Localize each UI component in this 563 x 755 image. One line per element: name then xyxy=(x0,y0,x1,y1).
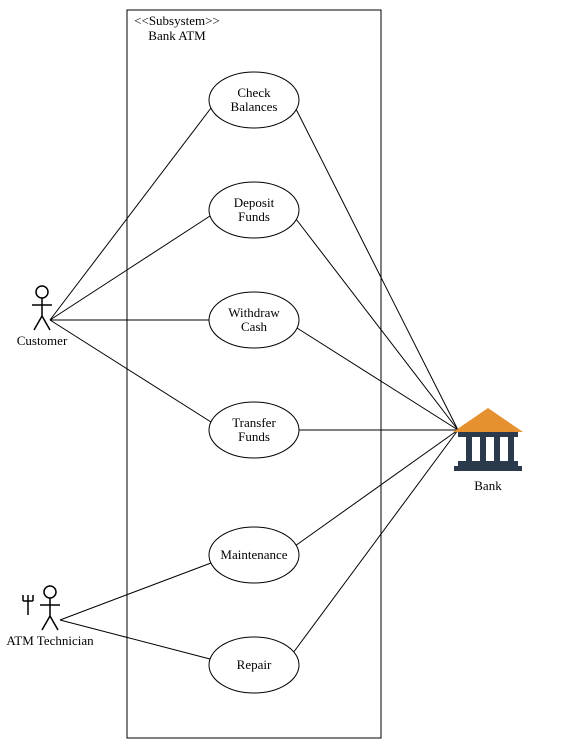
association-edge xyxy=(297,328,458,430)
bank-column-icon xyxy=(494,437,500,461)
bank-column-icon xyxy=(508,437,514,461)
use-case-label: Check xyxy=(237,85,271,100)
use-case-label: Withdraw xyxy=(228,305,280,320)
actor-head-icon xyxy=(36,286,48,298)
bank-label: Bank xyxy=(474,478,502,493)
use-case-label: Cash xyxy=(241,319,268,334)
use-case-label: Repair xyxy=(237,657,272,672)
association-edge xyxy=(50,320,211,422)
actor-label: ATM Technician xyxy=(6,633,94,648)
association-edge xyxy=(50,216,210,320)
use-case-label: Maintenance xyxy=(220,547,287,562)
use-case-diagram: <<Subsystem>>Bank ATM CheckBalances Deposi… xyxy=(0,0,563,755)
association-edge xyxy=(296,109,458,430)
actor-head-icon xyxy=(44,586,56,598)
bank-column-icon xyxy=(480,437,486,461)
association-edge xyxy=(60,563,211,620)
use-case-label: Funds xyxy=(238,209,270,224)
actor-label: Customer xyxy=(17,333,68,348)
use-case-label: Funds xyxy=(238,429,270,444)
bank-column-icon xyxy=(466,437,472,461)
association-edge xyxy=(293,430,458,653)
bank-base-icon xyxy=(454,466,522,471)
association-edge xyxy=(296,219,458,430)
association-edge xyxy=(50,108,211,320)
actor-leg-icon xyxy=(34,316,42,330)
actor-leg-icon xyxy=(42,616,50,630)
subsystem-name: Bank ATM xyxy=(148,28,206,43)
subsystem-stereotype: <<Subsystem>> xyxy=(134,13,220,28)
actor-leg-icon xyxy=(42,316,50,330)
use-case-label: Deposit xyxy=(234,195,275,210)
association-edge xyxy=(295,430,458,546)
actor-leg-icon xyxy=(50,616,58,630)
bank-lintel-icon xyxy=(458,432,518,437)
use-case-label: Balances xyxy=(231,99,278,114)
use-case-label: Transfer xyxy=(232,415,276,430)
bank-roof-icon xyxy=(453,408,523,432)
bank-base-icon xyxy=(458,461,518,466)
